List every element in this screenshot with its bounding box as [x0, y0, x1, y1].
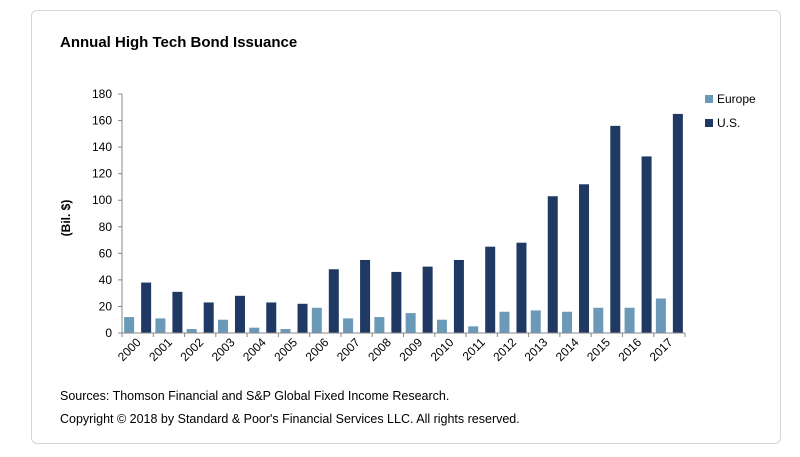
- x-tick-label: 2001: [146, 335, 175, 364]
- bar-us-2013: [547, 196, 558, 333]
- chart-title: Annual High Tech Bond Issuance: [60, 34, 298, 51]
- bar-us-2005: [297, 303, 308, 333]
- bar-us-2008: [391, 271, 402, 333]
- x-tick-label: 2014: [553, 335, 582, 364]
- y-axis: 0 20 40 60 80 100 120 140 160 180: [92, 87, 123, 340]
- bar-us-2012: [516, 242, 527, 333]
- bars: [124, 113, 683, 334]
- x-tick-label: 2006: [303, 335, 332, 364]
- bar-europe-2015: [593, 307, 604, 333]
- x-tick-label: 2008: [365, 335, 394, 364]
- bar-us-2004: [266, 302, 277, 333]
- copyright-note: Copyright © 2018 by Standard & Poor's Fi…: [60, 412, 520, 426]
- bar-europe-2017: [655, 298, 666, 333]
- bar-us-2000: [141, 282, 152, 333]
- bar-europe-2000: [124, 317, 135, 333]
- x-tick-label: 2000: [115, 335, 144, 364]
- bar-us-2015: [610, 125, 621, 333]
- x-tick-label: 2005: [271, 335, 300, 364]
- x-tick-label: 2009: [396, 335, 425, 364]
- y-tick-label: 160: [92, 114, 112, 128]
- legend-swatch: [705, 119, 713, 127]
- bar-us-2009: [422, 266, 433, 333]
- y-tick-label: 20: [99, 299, 113, 313]
- x-tick-label: 2012: [490, 335, 519, 364]
- bar-europe-2011: [468, 326, 479, 333]
- bar-europe-2003: [217, 319, 228, 333]
- bar-europe-2009: [405, 313, 416, 333]
- legend: Europe U.S.: [705, 92, 756, 130]
- x-tick-label: 2016: [615, 335, 644, 364]
- x-tick-label: 2011: [460, 335, 488, 363]
- bar-us-2002: [203, 302, 214, 333]
- y-tick-label: 80: [99, 220, 113, 234]
- legend-label: U.S.: [717, 116, 740, 130]
- x-axis: 2000 2001 2002 2003 2004 2005 2006 2007 2008 2009…: [115, 332, 686, 364]
- bar-europe-2004: [249, 327, 260, 333]
- bar-us-2016: [641, 156, 652, 333]
- y-tick-label: 0: [105, 326, 112, 340]
- bar-europe-2005: [280, 329, 291, 333]
- x-tick-label: 2007: [334, 335, 363, 364]
- x-tick-label: 2017: [647, 335, 676, 364]
- x-tick-label: 2010: [428, 335, 457, 364]
- y-tick-label: 140: [92, 140, 112, 154]
- bar-europe-2001: [155, 318, 166, 333]
- bar-us-2007: [360, 259, 371, 333]
- x-tick-label: 2004: [240, 335, 269, 364]
- x-tick-label: 2002: [178, 335, 207, 364]
- y-tick-label: 60: [99, 246, 113, 260]
- sources-note: Sources: Thomson Financial and S&P Globa…: [60, 389, 450, 403]
- bar-us-2017: [672, 113, 683, 334]
- x-tick-label: 2013: [522, 335, 551, 364]
- bar-us-2003: [234, 295, 245, 333]
- bar-europe-2013: [530, 310, 541, 333]
- y-tick-label: 100: [92, 193, 112, 207]
- bar-europe-2002: [186, 329, 197, 333]
- bar-us-2014: [579, 184, 590, 333]
- y-tick-label: 40: [99, 273, 113, 287]
- bar-us-2006: [328, 269, 339, 333]
- y-tick-label: 180: [92, 87, 112, 101]
- bar-europe-2014: [562, 311, 573, 333]
- bar-europe-2012: [499, 311, 510, 333]
- y-axis-label: (Bil. $): [59, 200, 73, 237]
- bar-europe-2010: [436, 319, 447, 333]
- legend-label: Europe: [717, 92, 756, 106]
- bar-us-2001: [172, 291, 183, 333]
- x-tick-label: 2003: [209, 335, 238, 364]
- x-tick-label: 2015: [584, 335, 613, 364]
- bar-us-2010: [453, 259, 464, 333]
- bar-us-2011: [485, 246, 496, 333]
- bar-europe-2006: [311, 307, 322, 333]
- bar-europe-2016: [624, 307, 635, 333]
- legend-swatch: [705, 95, 713, 103]
- chart-card: [31, 10, 781, 444]
- y-tick-label: 120: [92, 167, 112, 181]
- bar-europe-2007: [343, 318, 354, 333]
- bar-europe-2008: [374, 317, 385, 333]
